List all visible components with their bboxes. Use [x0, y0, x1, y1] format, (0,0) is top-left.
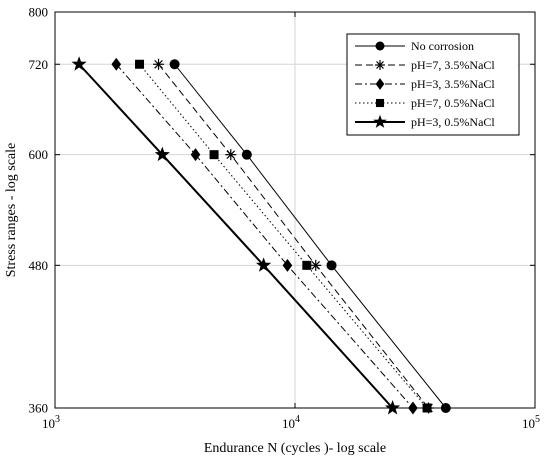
series-line	[158, 63, 429, 409]
x-axis-title: Endurance N (cycles )- log scale	[204, 441, 386, 456]
legend-label: No corrosion	[411, 39, 474, 53]
legend-item: pH=7, 3.5%NaCl	[355, 58, 495, 72]
data-point	[190, 148, 201, 162]
series-line	[139, 63, 428, 409]
legend-item: pH=7, 0.5%NaCl	[355, 96, 495, 110]
legend-marker	[375, 98, 385, 108]
y-tick-label: 600	[29, 147, 49, 162]
data-point	[225, 149, 237, 161]
tick-layer: 360 480 600 720 800 103 104 105	[29, 5, 541, 432]
legend-label: pH=7, 3.5%NaCl	[411, 58, 495, 72]
data-point	[169, 59, 180, 70]
legend-marker	[375, 60, 385, 70]
data-point	[135, 59, 145, 69]
data-point	[71, 56, 87, 71]
data-point	[153, 58, 165, 70]
grid-layer	[55, 12, 535, 408]
series-layer	[71, 56, 451, 415]
data-point	[154, 146, 170, 162]
data-point	[384, 400, 401, 415]
data-point	[282, 258, 293, 272]
legend-label: pH=3, 3.5%NaCl	[411, 77, 495, 91]
data-point	[326, 260, 337, 271]
legend-marker	[375, 41, 385, 51]
data-point	[209, 150, 219, 160]
x-tick-label: 103	[42, 414, 60, 431]
legend: No corrosion pH=7, 3.5%NaCl pH=3, 3.5%NaCl…	[346, 33, 520, 136]
series-1	[169, 59, 451, 413]
asterisk-stroke	[226, 150, 236, 159]
x-tick-label: 104	[282, 414, 300, 431]
asterisk-stroke	[311, 261, 321, 270]
series-line	[78, 63, 394, 409]
y-tick-label: 800	[29, 5, 49, 20]
legend-marker	[373, 114, 387, 128]
data-point	[111, 57, 122, 71]
legend-marker	[375, 78, 385, 90]
legend-item: pH=3, 3.5%NaCl	[355, 77, 495, 91]
asterisk-stroke	[376, 61, 384, 69]
x-tick-label: 105	[522, 414, 540, 431]
series-line	[115, 63, 414, 409]
data-point	[241, 149, 252, 160]
data-point	[302, 260, 312, 270]
legend-item: No corrosion	[355, 39, 474, 53]
series-5	[71, 56, 401, 415]
series-line	[174, 63, 447, 409]
y-tick-label: 720	[29, 57, 49, 72]
legend-label: pH=3, 0.5%NaCl	[411, 115, 495, 129]
y-tick-label: 360	[29, 401, 49, 416]
legend-item: pH=3, 0.5%NaCl	[355, 114, 495, 129]
data-point	[256, 257, 272, 272]
y-axis-title: Stress ranges - log scale	[4, 143, 19, 278]
asterisk-stroke	[154, 59, 163, 69]
legend-label: pH=7, 0.5%NaCl	[411, 96, 495, 110]
data-point	[310, 259, 322, 271]
y-tick-label: 480	[29, 258, 49, 273]
